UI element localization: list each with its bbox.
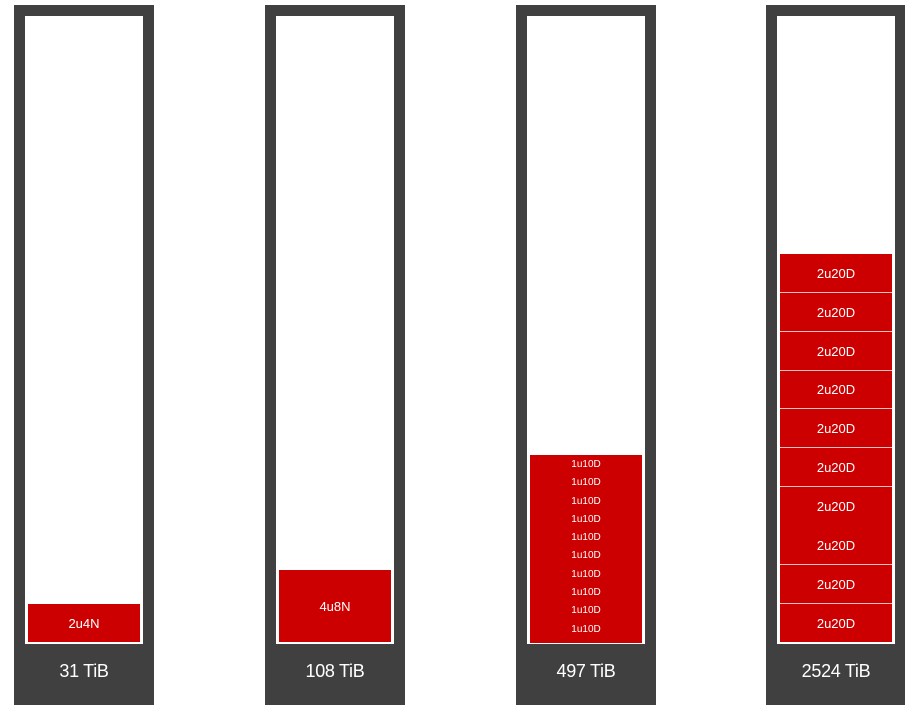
server-unit: 1u10D <box>571 513 601 525</box>
server-unit: 2u20D <box>780 486 892 526</box>
server-stack: 1u10D 1u10D 1u10D 1u10D 1u10D 1u10D 1u10… <box>530 455 642 643</box>
rack-4-bay: 2u20D 2u20D 2u20D 2u20D 2u20D 2u20D 2u20… <box>777 16 895 644</box>
server-unit: 2u20D <box>780 447 892 486</box>
rack-1-bay: 2u4N <box>25 16 143 644</box>
rack-1-capacity-label: 31 TiB <box>59 661 109 681</box>
server-unit: 2u20D <box>780 331 892 370</box>
server-unit: 1u10D <box>571 477 601 489</box>
server-unit: 2u20D <box>780 292 892 331</box>
rack-4-capacity-label: 2524 TiB <box>801 661 871 681</box>
server-unit: 1u10D <box>571 459 601 470</box>
server-unit: 2u20D <box>780 254 892 292</box>
server-unit: 1u10D <box>571 623 601 635</box>
rack-1: 2u4N 31 TiB <box>14 5 154 705</box>
rack-2-capacity-label: 108 TiB <box>305 661 365 681</box>
rack-4: 2u20D 2u20D 2u20D 2u20D 2u20D 2u20D 2u20… <box>766 5 905 705</box>
server-unit: 2u4N <box>28 604 140 642</box>
rack-2-bay: 4u8N <box>276 16 394 644</box>
rack-3: 1u10D 1u10D 1u10D 1u10D 1u10D 1u10D 1u10… <box>516 5 656 705</box>
server-unit: 4u8N <box>279 570 391 642</box>
server-unit: 1u10D <box>571 550 601 562</box>
rack-2: 4u8N 108 TiB <box>265 5 405 705</box>
server-unit: 1u10D <box>571 495 601 507</box>
server-unit: 2u20D <box>780 408 892 447</box>
server-unit: 2u20D <box>780 526 892 564</box>
server-unit: 1u10D <box>571 568 601 580</box>
server-unit: 1u10D <box>571 587 601 599</box>
rack-3-capacity-label: 497 TiB <box>556 661 616 681</box>
server-unit: 1u10D <box>571 532 601 544</box>
server-unit: 2u20D <box>780 564 892 603</box>
rack-3-bay: 1u10D 1u10D 1u10D 1u10D 1u10D 1u10D 1u10… <box>527 16 645 644</box>
server-unit: 2u20D <box>780 370 892 408</box>
server-unit: 1u10D <box>571 605 601 617</box>
server-unit: 2u20D <box>780 603 892 642</box>
